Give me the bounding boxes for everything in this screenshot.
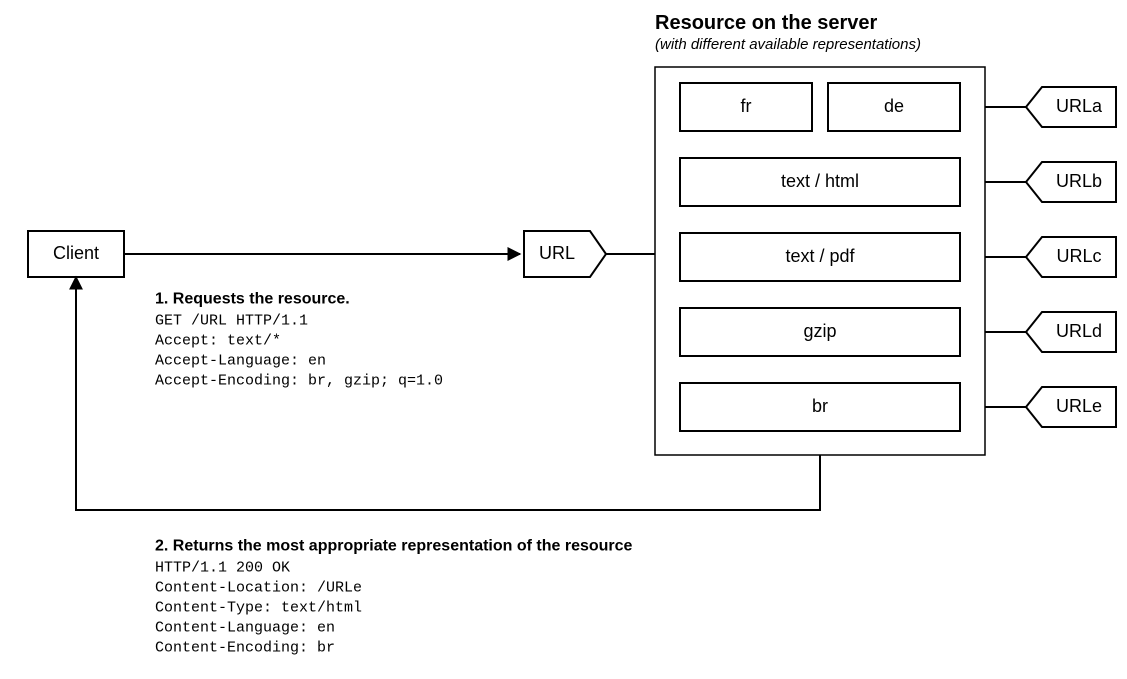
response-line: Content-Location: /URLe xyxy=(155,580,362,597)
server-subtitle: (with different available representation… xyxy=(655,36,921,53)
url-variant-tag-label: URLb xyxy=(1056,171,1102,191)
response-line: HTTP/1.1 200 OK xyxy=(155,560,290,577)
representation-label: gzip xyxy=(803,321,836,341)
request-line: Accept-Language: en xyxy=(155,353,326,370)
request-line: Accept-Encoding: br, gzip; q=1.0 xyxy=(155,373,443,390)
request-line: Accept: text/* xyxy=(155,333,281,350)
url-variant-tag-label: URLc xyxy=(1056,246,1101,266)
response-line: Content-Encoding: br xyxy=(155,640,335,657)
request-title: 1. Requests the resource. xyxy=(155,290,350,307)
client-label: Client xyxy=(53,243,99,263)
response-line: Content-Type: text/html xyxy=(155,600,362,617)
representation-label: text / pdf xyxy=(785,246,855,266)
response-line: Content-Language: en xyxy=(155,620,335,637)
representation-label: de xyxy=(884,96,904,116)
response-title: 2. Returns the most appropriate represen… xyxy=(155,537,633,554)
url-variant-tag-label: URLa xyxy=(1056,96,1103,116)
request-line: GET /URL HTTP/1.1 xyxy=(155,313,308,330)
url-variant-tag-label: URLd xyxy=(1056,321,1102,341)
url-tag-label: URL xyxy=(539,243,575,263)
url-variant-tag-label: URLe xyxy=(1056,396,1102,416)
representation-label: text / html xyxy=(781,171,859,191)
representation-label: br xyxy=(812,396,828,416)
representation-label: fr xyxy=(741,96,752,116)
server-title: Resource on the server xyxy=(655,12,878,34)
